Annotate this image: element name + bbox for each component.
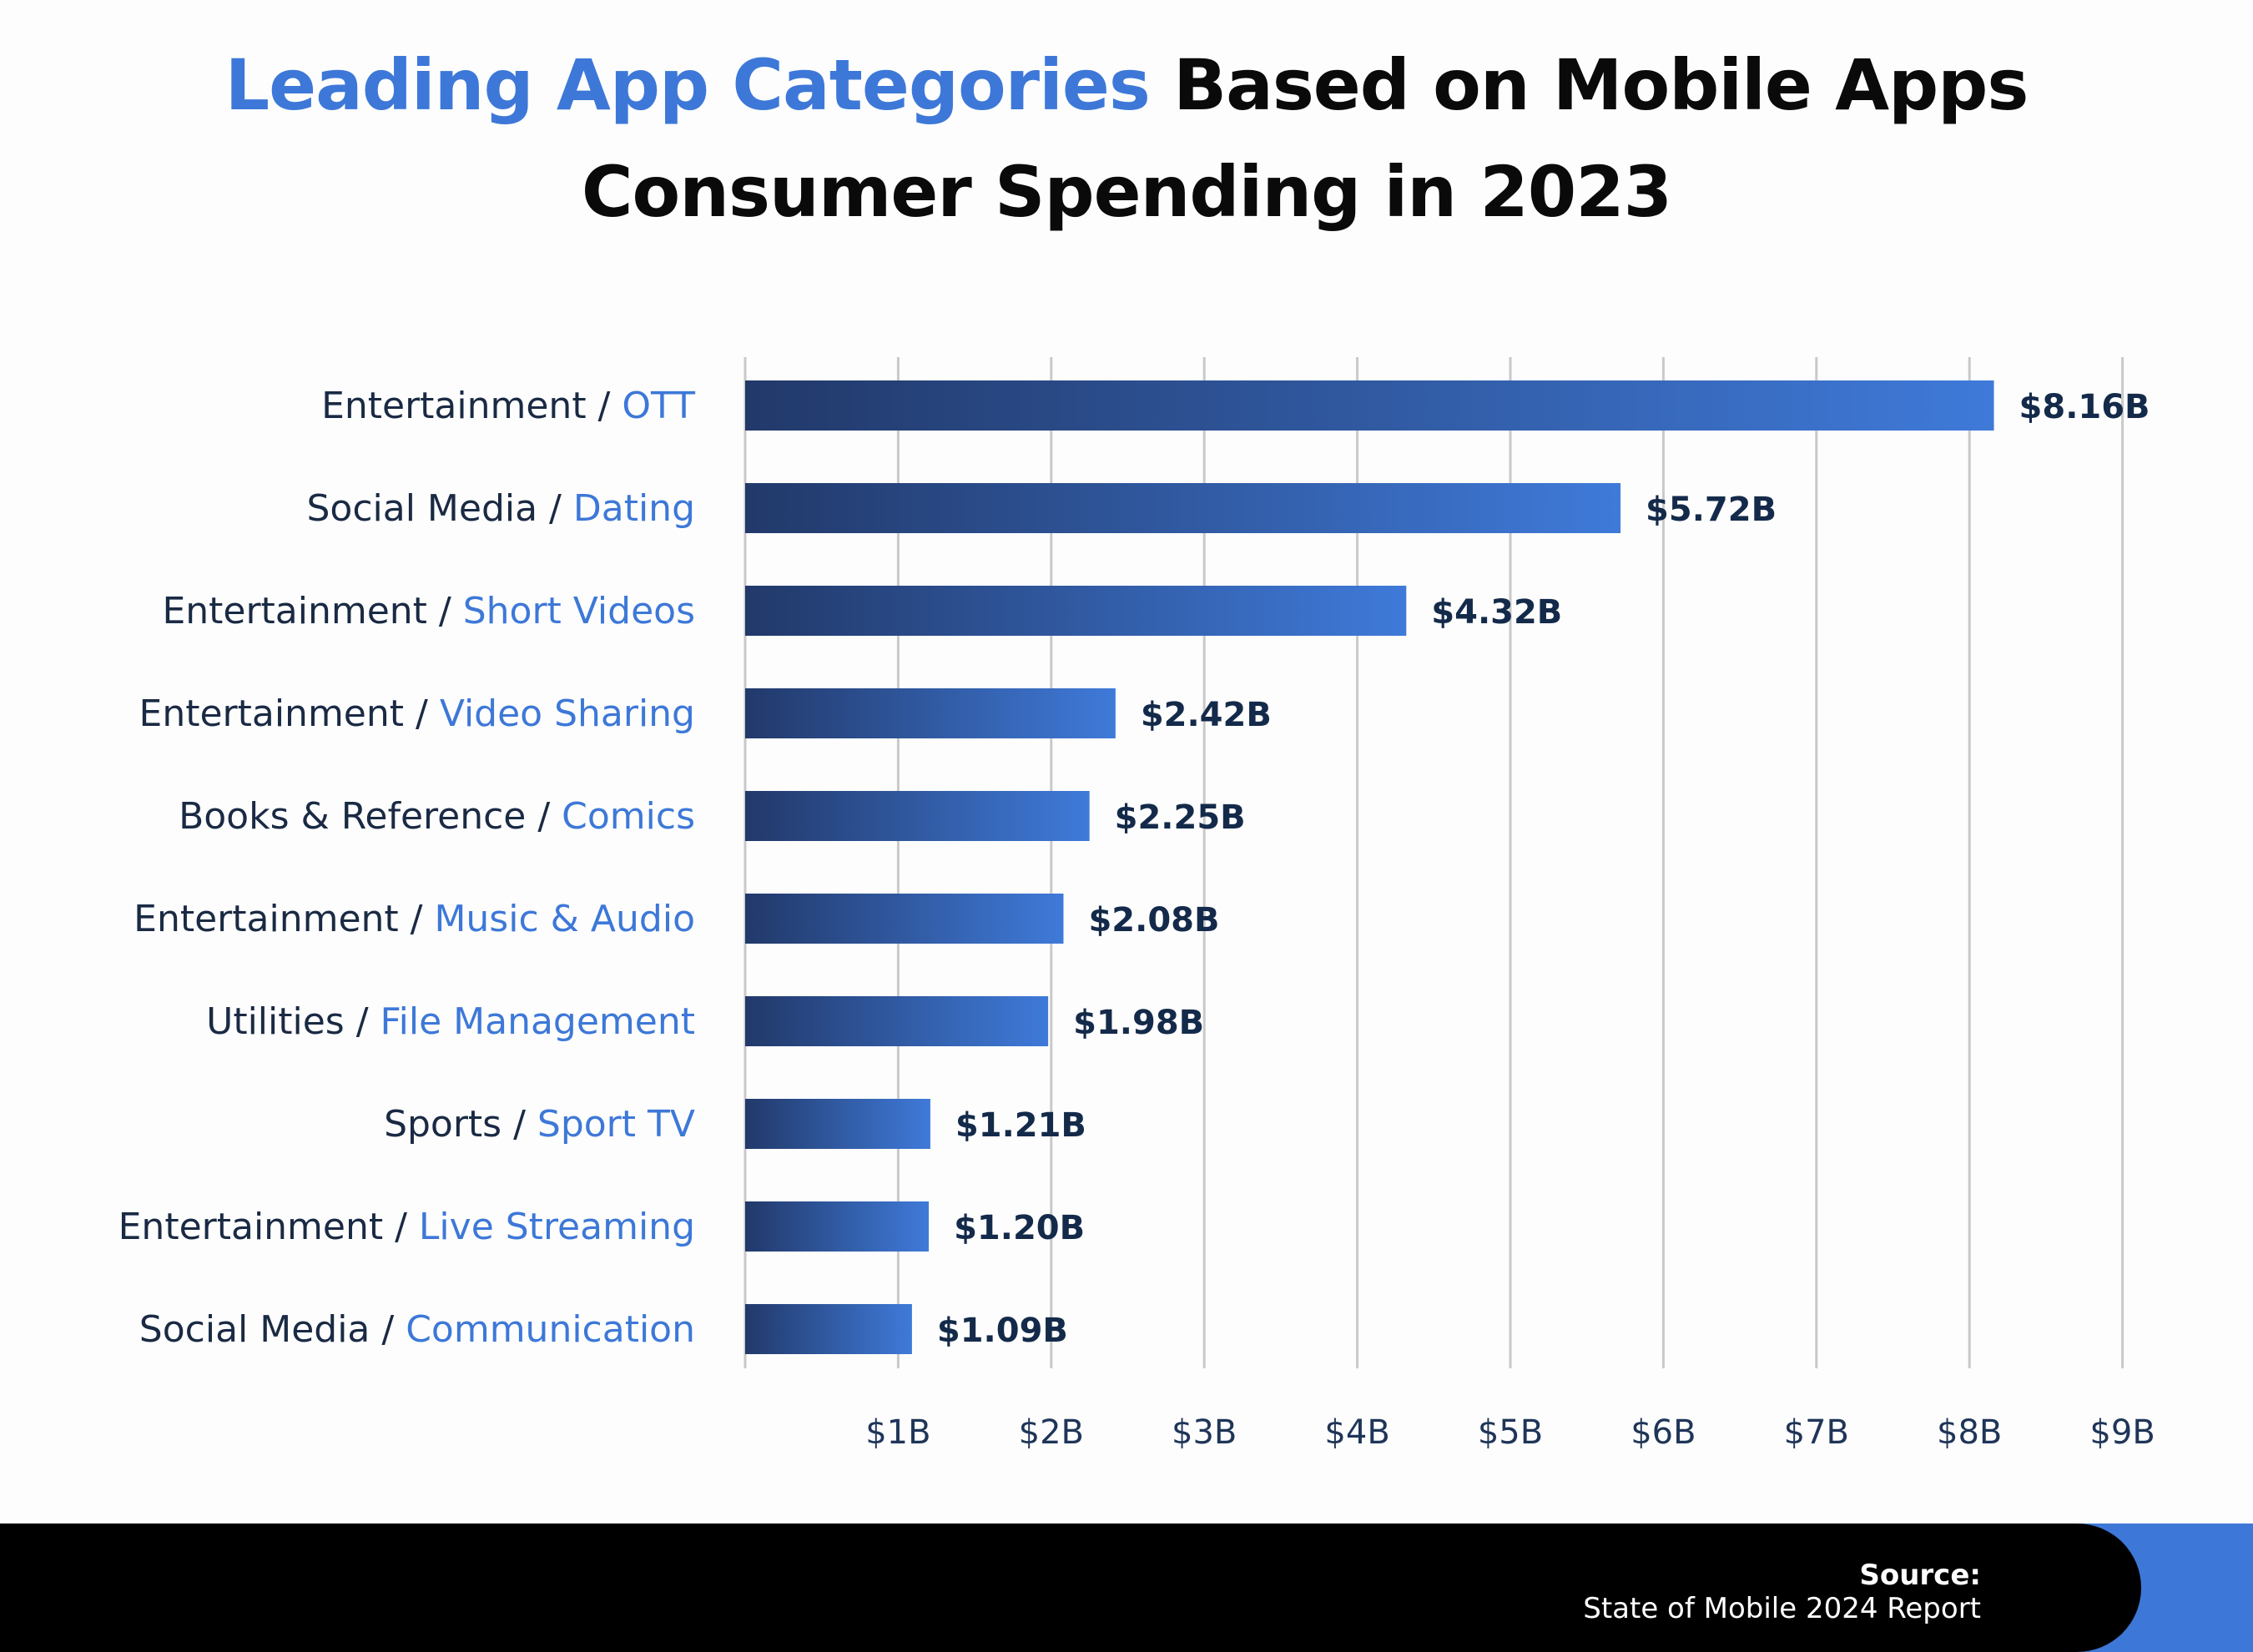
category-label: Utilities / File Management bbox=[206, 1000, 695, 1043]
x-tick-label: $1B bbox=[865, 1413, 930, 1452]
bar bbox=[745, 483, 1621, 533]
title-highlight: Leading App Categories bbox=[224, 44, 1151, 126]
bar-chart: Entertainment / OTT Social Media / Dating… bbox=[118, 357, 2155, 1452]
bar bbox=[745, 791, 1090, 841]
bar bbox=[745, 894, 1064, 944]
bar bbox=[745, 586, 1407, 636]
value-label: $2.25B bbox=[1115, 798, 1246, 837]
x-tick-label: $8B bbox=[1937, 1413, 2002, 1452]
category-label: Entertainment / Music & Audio bbox=[134, 898, 695, 940]
x-tick-label: $3B bbox=[1172, 1413, 1237, 1452]
category-label: Entertainment / Live Streaming bbox=[118, 1206, 695, 1248]
x-tick-label: $4B bbox=[1324, 1413, 1389, 1452]
category-label: Social Media / Dating bbox=[306, 487, 695, 530]
category-label: Entertainment / Short Videos bbox=[162, 590, 695, 632]
category-label: Entertainment / Video Sharing bbox=[139, 693, 695, 735]
bar bbox=[745, 1201, 930, 1252]
bar bbox=[745, 688, 1116, 738]
value-label: $5.72B bbox=[1646, 491, 1777, 529]
value-label: $1.98B bbox=[1073, 1004, 1204, 1042]
x-tick-label: $7B bbox=[1784, 1413, 1849, 1452]
footer-bar: Source: State of Mobile 2024 Report bbox=[0, 1524, 2141, 1652]
bar bbox=[745, 380, 1994, 431]
category-label: Social Media / Communication bbox=[139, 1308, 695, 1351]
source-text: State of Mobile 2024 Report bbox=[1583, 1592, 1981, 1625]
x-tick-label: $5B bbox=[1478, 1413, 1543, 1452]
value-label: $8.16B bbox=[2019, 388, 2150, 426]
source-title: Source: bbox=[1859, 1559, 1981, 1592]
bar bbox=[745, 1099, 930, 1149]
title-line1-rest: Based on Mobile Apps bbox=[1149, 44, 2029, 126]
value-label: $2.08B bbox=[1088, 901, 1219, 939]
x-tick-label: $9B bbox=[2089, 1413, 2155, 1452]
bar bbox=[745, 1304, 912, 1354]
value-labels: $8.16B $5.72B $4.32B $2.42B $2.25B $2.08B $1.9… bbox=[937, 388, 2150, 1350]
chart-title: Leading App Categories Based on Mobile A… bbox=[0, 32, 2253, 245]
source-note: Source: State of Mobile 2024 Report bbox=[1583, 1559, 1981, 1625]
bar bbox=[745, 996, 1049, 1046]
value-label: $1.21B bbox=[955, 1106, 1086, 1145]
value-label: $1.09B bbox=[937, 1312, 1068, 1350]
x-tick-label: $6B bbox=[1631, 1413, 1696, 1452]
category-label: Entertainment / OTT bbox=[321, 385, 695, 427]
footer: Source: State of Mobile 2024 Report bbox=[0, 1524, 2253, 1652]
category-label: Books & Reference / Comics bbox=[179, 795, 695, 838]
x-axis-ticks: $1B $2B $3B $4B $5B $6B $7B $8B $9B bbox=[865, 1413, 2155, 1452]
value-label: $4.32B bbox=[1431, 593, 1562, 632]
title-line2: Consumer Spending in 2023 bbox=[581, 151, 1672, 233]
category-label: Sports / Sport TV bbox=[384, 1103, 695, 1146]
category-labels: Entertainment / OTT Social Media / Dating… bbox=[118, 385, 695, 1351]
value-label: $1.20B bbox=[954, 1209, 1085, 1247]
bars bbox=[745, 380, 1994, 1354]
value-label: $2.42B bbox=[1141, 696, 1272, 734]
x-tick-label: $2B bbox=[1019, 1413, 1084, 1452]
